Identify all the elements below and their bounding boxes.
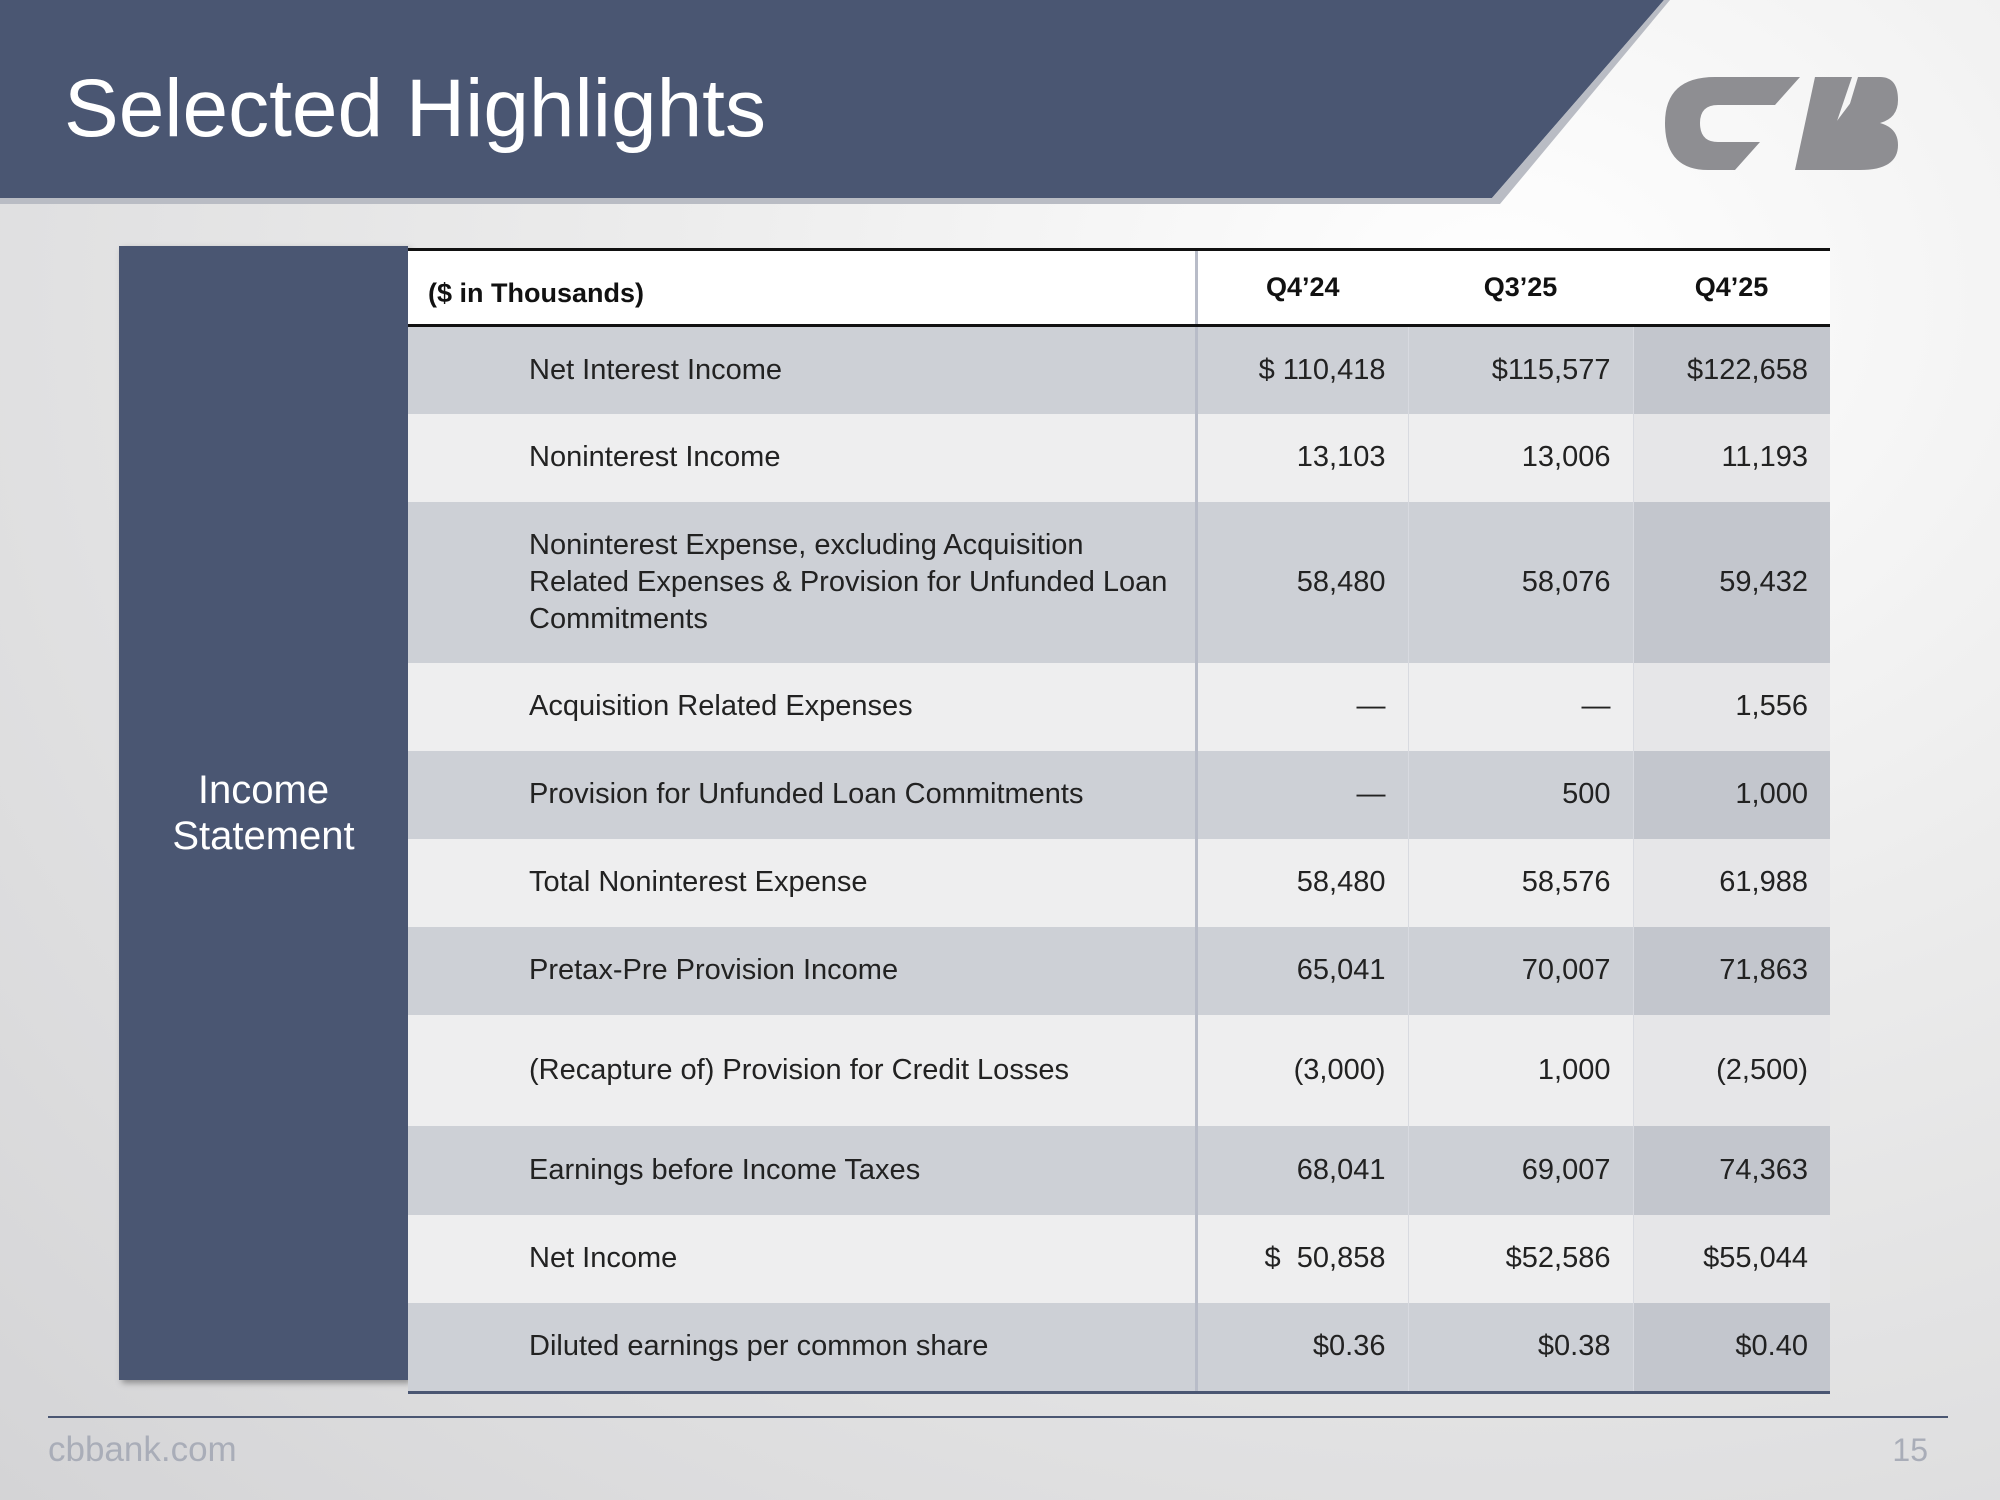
side-label: Income Statement [172, 768, 355, 858]
row-label: Provision for Unfunded Loan Commitments [408, 750, 1196, 839]
header-cell: Q3’25 [1408, 248, 1633, 327]
value-cell: $122,658 [1632, 325, 1830, 414]
row-label: Total Noninterest Expense [408, 838, 1196, 927]
table-row: Provision for Unfunded Loan Commitments —… [408, 750, 1830, 839]
header-row: ($ in Thousands) Q4’24 Q3’25 Q4’25 [408, 248, 1830, 327]
value-cell: — [1194, 662, 1408, 751]
header-banner [0, 0, 1898, 204]
value-cell: $52,586 [1407, 1214, 1633, 1303]
value-cell: 59,432 [1632, 501, 1830, 663]
value-cell: 69,007 [1407, 1125, 1633, 1215]
value-cell: 61,988 [1632, 838, 1830, 927]
value-cell: 500 [1407, 750, 1633, 839]
row-label: (Recapture of) Provision for Credit Loss… [408, 1014, 1196, 1126]
value-cell: 1,000 [1632, 750, 1830, 839]
table-row: Net Interest Income $ 110,418 $115,577 $122… [408, 325, 1830, 414]
value-cell: 11,193 [1632, 413, 1830, 502]
slide-title: Selected Highlights [64, 63, 766, 154]
value-cell: $0.40 [1632, 1302, 1830, 1394]
table-row: (Recapture of) Provision for Credit Loss… [408, 1014, 1830, 1126]
footer-line [48, 1416, 1948, 1418]
value-cell: 70,007 [1407, 926, 1633, 1015]
row-label: Earnings before Income Taxes [408, 1125, 1196, 1215]
row-label: Net Interest Income [408, 325, 1196, 414]
value-cell: $ 50,858 [1194, 1214, 1408, 1303]
value-cell: 71,863 [1632, 926, 1830, 1015]
row-label: Diluted earnings per common share [408, 1302, 1196, 1394]
table-row: Total Noninterest Expense 58,480 58,576 61,… [408, 838, 1830, 927]
page-number: 15 [1892, 1432, 1928, 1468]
value-cell: 1,000 [1407, 1014, 1633, 1126]
logo [1665, 77, 1898, 170]
value-cell: $0.36 [1194, 1302, 1408, 1394]
value-cell: (3,000) [1194, 1014, 1408, 1126]
value-cell: 58,480 [1194, 838, 1408, 927]
row-label: Pretax-Pre Provision Income [408, 926, 1196, 1015]
value-cell: $115,577 [1407, 325, 1633, 414]
table-row: Pretax-Pre Provision Income 65,041 70,007 7… [408, 926, 1830, 1015]
value-cell: 58,480 [1194, 501, 1408, 663]
value-cell: $0.38 [1407, 1302, 1633, 1394]
value-cell: $ 110,418 [1194, 325, 1408, 414]
value-cell: 13,103 [1194, 413, 1408, 502]
value-cell: — [1194, 750, 1408, 839]
row-label: Net Income [408, 1214, 1196, 1303]
table-row: Net Income $ 50,858 $52,586 $55,044 [408, 1214, 1830, 1303]
value-cell: — [1407, 662, 1633, 751]
value-cell: 1,556 [1632, 662, 1830, 751]
value-cell: $55,044 [1632, 1214, 1830, 1303]
header-cell: Q4’25 [1633, 248, 1830, 327]
value-cell: 58,576 [1407, 838, 1633, 927]
value-cell: 13,006 [1407, 413, 1633, 502]
table-row: Earnings before Income Taxes 68,041 69,007… [408, 1125, 1830, 1215]
income-table: ($ in Thousands) Q4’24 Q3’25 Q4’25 Net Inte… [408, 248, 1830, 1394]
table-row: Noninterest Expense, excluding Acquisiti… [408, 501, 1830, 663]
footer-url: cbbank.com [48, 1430, 237, 1469]
value-cell: 74,363 [1632, 1125, 1830, 1215]
side-panel: Income Statement [119, 246, 408, 1380]
header-cell: ($ in Thousands) [408, 248, 1196, 327]
value-cell: 68,041 [1194, 1125, 1408, 1215]
value-cell: 65,041 [1194, 926, 1408, 1015]
row-label: Acquisition Related Expenses [408, 662, 1196, 751]
row-label: Noninterest Expense, excluding Acquisiti… [408, 501, 1196, 663]
table-row: Acquisition Related Expenses — —1,556 [408, 662, 1830, 751]
value-cell: (2,500) [1632, 1014, 1830, 1126]
table-row: Noninterest Income 13,103 13,006 11,193 [408, 413, 1830, 502]
row-label: Noninterest Income [408, 413, 1196, 502]
table-row: Diluted earnings per common share $0.36 $0… [408, 1302, 1830, 1394]
value-cell: 58,076 [1407, 501, 1633, 663]
header-cell: Q4’24 [1194, 248, 1408, 327]
